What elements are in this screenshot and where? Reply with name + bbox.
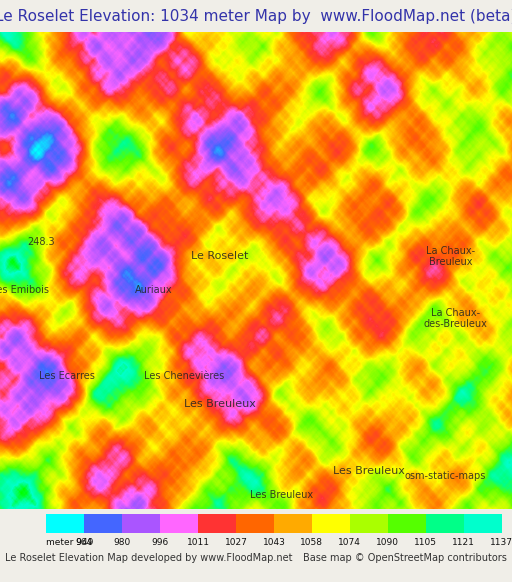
Text: Les Breuleux: Les Breuleux xyxy=(333,466,404,476)
Bar xyxy=(388,514,426,533)
Bar xyxy=(46,514,84,533)
Text: 964: 964 xyxy=(75,538,93,547)
Text: Le Roselet Elevation: 1034 meter Map by  www.FloodMap.net (beta): Le Roselet Elevation: 1034 meter Map by … xyxy=(0,9,512,23)
Bar xyxy=(350,514,388,533)
Bar xyxy=(274,514,312,533)
Text: 996: 996 xyxy=(152,538,168,547)
Text: Le Roselet Elevation Map developed by www.FloodMap.net: Le Roselet Elevation Map developed by ww… xyxy=(5,552,293,563)
Text: osm-static-maps: osm-static-maps xyxy=(405,471,486,481)
Text: 1074: 1074 xyxy=(338,538,361,547)
Text: Les Emibois: Les Emibois xyxy=(0,285,50,294)
Text: La Chaux-
Breuleux: La Chaux- Breuleux xyxy=(426,246,475,267)
Text: 1058: 1058 xyxy=(301,538,324,547)
Text: 1121: 1121 xyxy=(452,538,475,547)
Bar xyxy=(426,514,464,533)
Text: 1137: 1137 xyxy=(490,538,512,547)
Bar xyxy=(160,514,198,533)
Bar xyxy=(84,514,122,533)
Text: 980: 980 xyxy=(113,538,131,547)
Text: 1011: 1011 xyxy=(186,538,209,547)
Text: Les Chenevières: Les Chenevières xyxy=(144,371,224,381)
Text: Les Breuleux: Les Breuleux xyxy=(184,399,256,409)
Text: Base map © OpenStreetMap contributors: Base map © OpenStreetMap contributors xyxy=(303,552,507,563)
Text: 1090: 1090 xyxy=(376,538,399,547)
Text: La Chaux-
des-Breuleux: La Chaux- des-Breuleux xyxy=(424,307,487,329)
Bar xyxy=(236,514,274,533)
Text: 1027: 1027 xyxy=(224,538,247,547)
Bar xyxy=(122,514,160,533)
Bar xyxy=(198,514,236,533)
Text: Le Roselet: Le Roselet xyxy=(191,251,249,261)
Text: Auriaux: Auriaux xyxy=(135,285,173,294)
Bar xyxy=(464,514,502,533)
Text: 1043: 1043 xyxy=(263,538,285,547)
Text: meter 949: meter 949 xyxy=(46,538,94,547)
Bar xyxy=(312,514,350,533)
Text: Les Ecarres: Les Ecarres xyxy=(38,371,95,381)
Text: Les Breuleux: Les Breuleux xyxy=(250,490,313,500)
Text: 1105: 1105 xyxy=(414,538,437,547)
Text: 248.3: 248.3 xyxy=(27,237,55,247)
